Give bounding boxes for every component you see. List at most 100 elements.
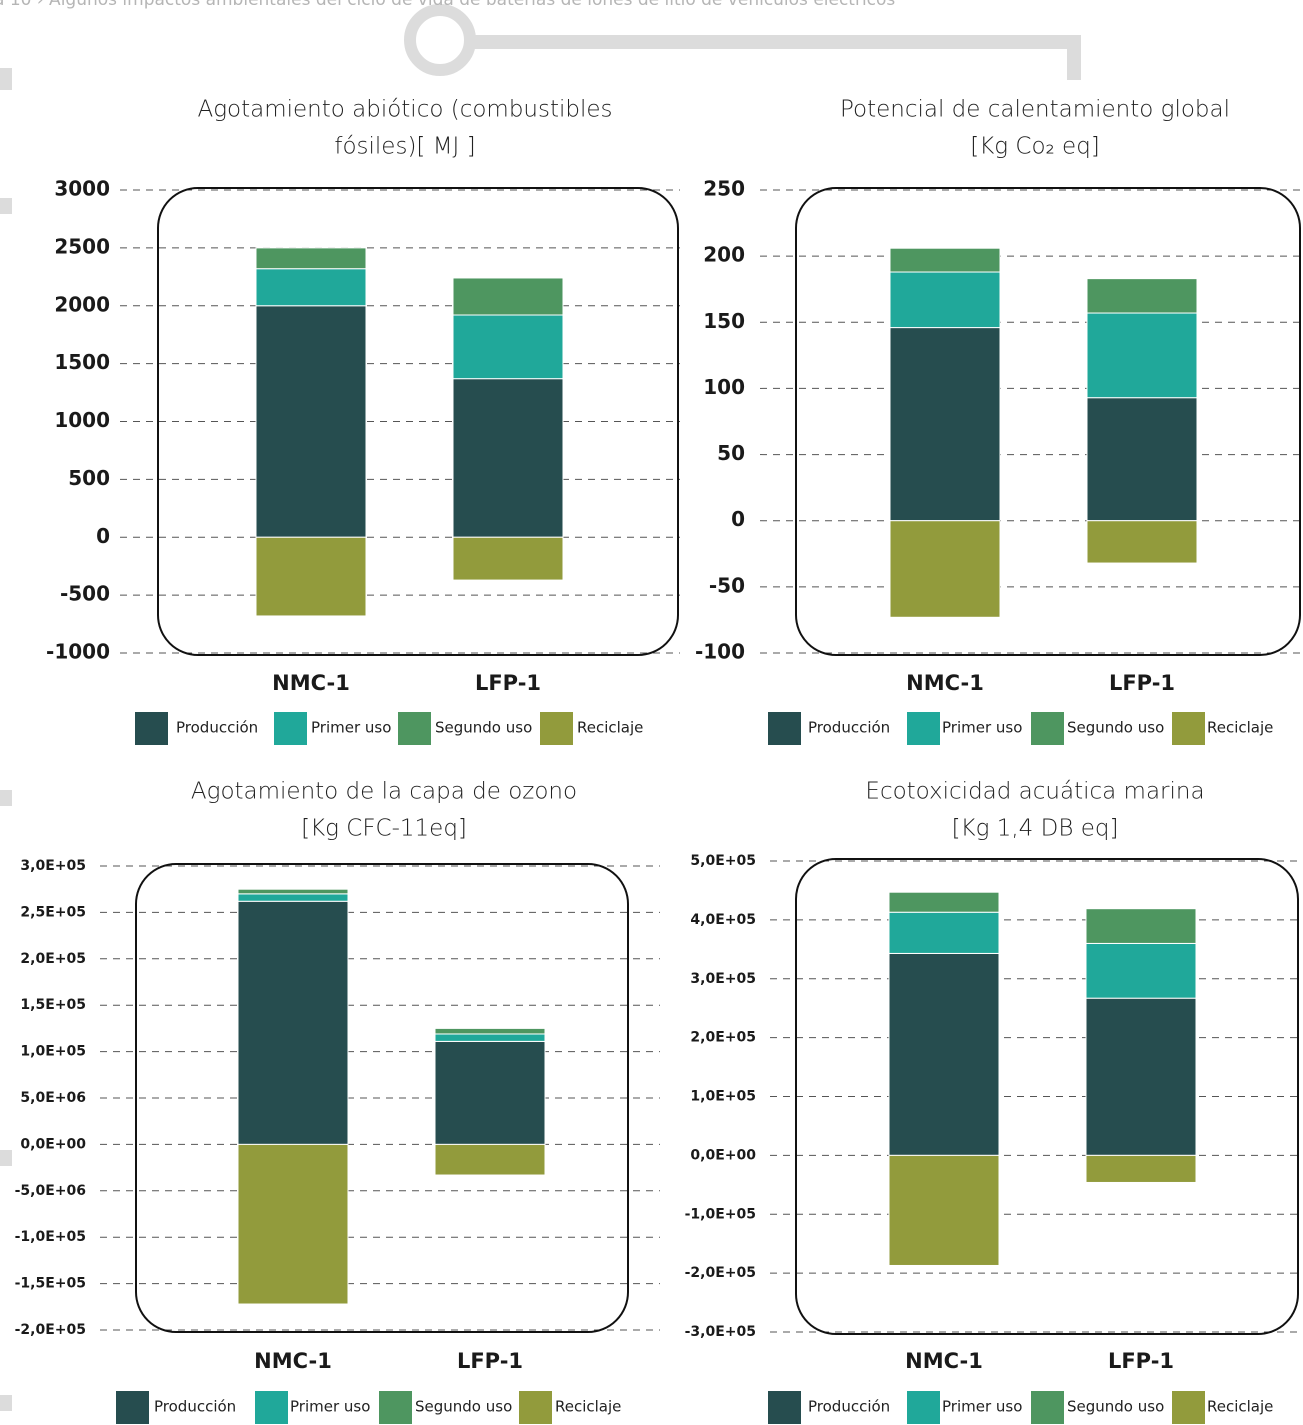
bar-segment <box>452 277 564 316</box>
y-tick-label: 2,5E+05 <box>20 904 86 920</box>
y-tick-label: 0 <box>96 524 110 548</box>
legend-swatch <box>768 712 801 745</box>
y-tick-label: -1000 <box>46 640 110 664</box>
legend-swatch <box>768 1391 801 1424</box>
bar-segment <box>1086 520 1198 564</box>
bar-segment <box>889 247 1001 273</box>
y-tick-label: 1,5E+05 <box>20 997 86 1013</box>
legend-swatch <box>1172 712 1205 745</box>
legend-swatch <box>116 1391 149 1424</box>
bar-segment <box>452 378 564 538</box>
bar-segment <box>889 520 1001 618</box>
legend-swatch <box>907 1391 940 1424</box>
y-tick-label: -5,0E+06 <box>15 1183 86 1199</box>
bar-segment <box>452 536 564 581</box>
y-tick-label: 250 <box>703 177 745 201</box>
decoration <box>0 4 1081 1411</box>
bar-segment <box>255 268 367 307</box>
chart-title: Agotamiento abiótico (combustibles <box>197 97 612 123</box>
y-tick-label: 3,0E+05 <box>20 858 86 874</box>
y-tick-label: 1000 <box>54 408 110 432</box>
y-tick-label: 50 <box>717 441 745 465</box>
chart-title: [Kg 1,4 DB eq] <box>952 816 1119 842</box>
y-tick-label: 150 <box>703 309 745 333</box>
bar-segment <box>889 271 1001 329</box>
deco-square <box>0 1395 12 1411</box>
legend-label: Producción <box>808 719 890 737</box>
bar-segment <box>889 327 1001 522</box>
y-tick-label: -1,0E+05 <box>685 1206 756 1222</box>
bar-segment <box>1086 278 1198 314</box>
bar-segment <box>888 911 1000 954</box>
y-tick-label: 500 <box>68 466 110 490</box>
chart-title: [Kg CFC-11eq] <box>301 816 467 842</box>
bar-segment <box>1086 312 1198 399</box>
y-tick-label: 2000 <box>54 292 110 316</box>
y-tick-label: -3,0E+05 <box>685 1324 756 1340</box>
bar-segment <box>237 1143 349 1305</box>
legend-swatch <box>1031 712 1064 745</box>
page-title: a 10 › Algunos impactos ambientales del … <box>0 0 895 10</box>
bar-segment <box>255 247 367 270</box>
legend-label: Primer uso <box>290 1398 370 1416</box>
bar-segment <box>237 893 349 902</box>
y-tick-label: 1,0E+05 <box>690 1089 756 1105</box>
y-tick-label: 3000 <box>54 177 110 201</box>
y-tick-label: -500 <box>60 582 110 606</box>
deco-circle <box>404 4 476 76</box>
legend-label: Reciclaje <box>1207 1398 1273 1416</box>
legend-swatch <box>519 1391 552 1424</box>
y-tick-label: 2,0E+05 <box>20 951 86 967</box>
bar-segment <box>434 1040 546 1145</box>
plot-frame <box>795 858 1299 1335</box>
bar-segment <box>1085 997 1197 1156</box>
bar-segment <box>434 1143 546 1176</box>
legend-swatch <box>255 1391 288 1424</box>
legend-label: Segundo uso <box>1067 719 1164 737</box>
plot-frame <box>795 187 1301 656</box>
y-tick-label: 0 <box>731 507 745 531</box>
y-tick-label: 5,0E+06 <box>20 1090 86 1106</box>
bar-segment <box>1085 1154 1197 1183</box>
y-tick-label: -1,0E+05 <box>15 1229 86 1245</box>
chart-title: Agotamiento de la capa de ozono <box>191 779 577 805</box>
legend-label: Reciclaje <box>577 719 643 737</box>
x-tick-label: LFP-1 <box>457 1349 523 1373</box>
y-tick-label: 0,0E+00 <box>20 1136 86 1152</box>
x-tick-label: NMC-1 <box>272 671 350 695</box>
legend-label: Producción <box>808 1398 890 1416</box>
y-tick-label: -50 <box>709 573 745 597</box>
legend-swatch <box>907 712 940 745</box>
y-tick-label: 1,0E+05 <box>20 1044 86 1060</box>
y-tick-label: 4,0E+05 <box>690 912 756 928</box>
y-tick-label: 100 <box>703 375 745 399</box>
x-tick-label: LFP-1 <box>475 671 541 695</box>
chart-title: fósiles)[ MJ ] <box>334 134 475 160</box>
legend-label: Primer uso <box>311 719 391 737</box>
bar-segment <box>452 314 564 380</box>
bar-segment <box>237 900 349 1145</box>
legend-label: Primer uso <box>942 1398 1022 1416</box>
x-tick-label: LFP-1 <box>1108 1349 1174 1373</box>
legend-label: Producción <box>176 719 258 737</box>
plot-frame <box>135 863 629 1333</box>
legend-label: Primer uso <box>942 719 1022 737</box>
y-tick-label: -100 <box>695 640 745 664</box>
legend-swatch <box>1031 1391 1064 1424</box>
y-tick-label: 2,0E+05 <box>690 1030 756 1046</box>
bar-segment <box>888 891 1000 913</box>
legend-swatch <box>274 712 307 745</box>
legend-label: Reciclaje <box>555 1398 621 1416</box>
bar-segment <box>888 952 1000 1156</box>
bar-segment <box>255 305 367 538</box>
x-tick-label: NMC-1 <box>906 671 984 695</box>
y-tick-label: 1500 <box>54 350 110 374</box>
deco-square <box>0 68 12 90</box>
bar-segment <box>1085 942 1197 999</box>
legend-label: Producción <box>154 1398 236 1416</box>
y-tick-label: 3,0E+05 <box>690 971 756 987</box>
legend-label: Reciclaje <box>1207 719 1273 737</box>
bar-segment <box>1086 397 1198 522</box>
chart-title: Ecotoxicidad acuática marina <box>865 779 1204 805</box>
